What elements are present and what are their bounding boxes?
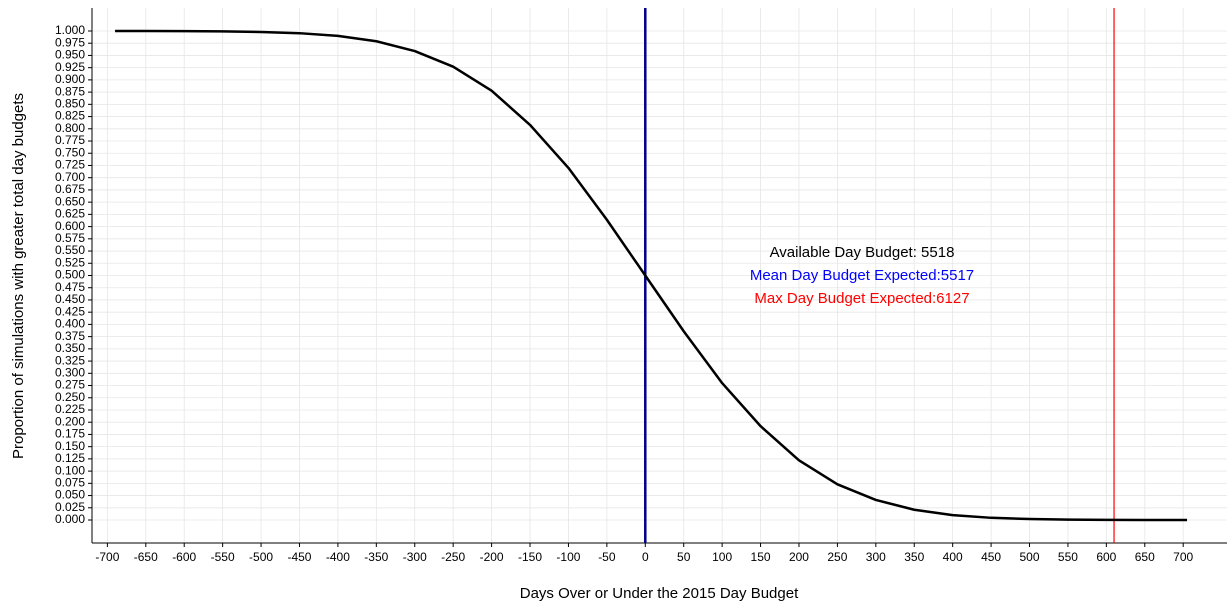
y-tick-label: 0.800	[55, 121, 85, 135]
x-tick-label: -100	[556, 550, 580, 564]
y-axis-title: Proportion of simulations with greater t…	[10, 93, 27, 459]
x-tick-label: -500	[249, 550, 273, 564]
y-tick-label: 0.325	[55, 353, 85, 367]
y-tick-label: 0.975	[55, 35, 85, 49]
x-tick-label: -50	[598, 550, 616, 564]
y-tick-label: 0.050	[55, 488, 85, 502]
y-tick-label: 0.575	[55, 231, 85, 245]
x-tick-label: 700	[1173, 550, 1193, 564]
x-tick-label: 50	[677, 550, 691, 564]
x-tick-label: 250	[827, 550, 847, 564]
x-tick-label: -150	[518, 550, 542, 564]
x-tick-label: -300	[403, 550, 427, 564]
x-tick-label: 200	[789, 550, 809, 564]
y-tick-label: 0.900	[55, 72, 85, 86]
y-tick-label: 0.650	[55, 194, 85, 208]
y-tick-label: 1.000	[55, 23, 85, 37]
y-tick-label: 0.875	[55, 84, 85, 98]
y-tick-label: 0.400	[55, 317, 85, 331]
y-tick-label: 0.100	[55, 463, 85, 477]
x-tick-label: 650	[1135, 550, 1155, 564]
y-tick-label: 0.175	[55, 427, 85, 441]
y-tick-label: 0.250	[55, 390, 85, 404]
y-tick-label: 0.950	[55, 48, 85, 62]
y-tick-label: 0.825	[55, 109, 85, 123]
x-tick-label: 150	[751, 550, 771, 564]
x-tick-label: 300	[866, 550, 886, 564]
x-tick-label: 600	[1096, 550, 1116, 564]
annotation: Available Day Budget: 5518	[770, 244, 955, 261]
y-tick-label: 0.775	[55, 133, 85, 147]
x-tick-label: 0	[642, 550, 649, 564]
x-tick-label: 500	[1019, 550, 1039, 564]
y-tick-label: 0.275	[55, 378, 85, 392]
y-tick-label: 0.725	[55, 158, 85, 172]
y-tick-label: 0.475	[55, 280, 85, 294]
y-tick-label: 0.500	[55, 268, 85, 282]
x-tick-label: -350	[364, 550, 388, 564]
annotation: Mean Day Budget Expected:5517	[750, 267, 974, 284]
line-series	[115, 29, 1188, 522]
x-tick-label: -200	[480, 550, 504, 564]
x-tick-label: -650	[134, 550, 158, 564]
y-tick-label: 0.675	[55, 182, 85, 196]
x-tick-label: -450	[287, 550, 311, 564]
y-tick-label: 0.300	[55, 365, 85, 379]
annotation: Max Day Budget Expected:6127	[754, 290, 969, 307]
x-tick-label: 400	[943, 550, 963, 564]
y-tick-label: 0.200	[55, 414, 85, 428]
x-tick-label: 350	[904, 550, 924, 564]
x-tick-label: 100	[712, 550, 732, 564]
y-tick-label: 0.425	[55, 304, 85, 318]
y-tick-label: 0.700	[55, 170, 85, 184]
y-tick-label: 0.125	[55, 451, 85, 465]
y-tick-label: 0.600	[55, 219, 85, 233]
y-tick-label: 0.075	[55, 476, 85, 490]
x-tick-label: -250	[441, 550, 465, 564]
x-axis-title: Days Over or Under the 2015 Day Budget	[520, 585, 799, 602]
x-tick-label: -600	[172, 550, 196, 564]
y-tick-label: 0.450	[55, 292, 85, 306]
y-tick-label: 0.350	[55, 341, 85, 355]
y-tick-label: 0.750	[55, 145, 85, 159]
y-tick-label: 0.150	[55, 439, 85, 453]
y-tick-label: 0.925	[55, 60, 85, 74]
y-tick-label: 0.225	[55, 402, 85, 416]
y-tick-label: 0.850	[55, 97, 85, 111]
x-tick-label: -700	[95, 550, 119, 564]
x-tick-label: -400	[326, 550, 350, 564]
y-tick-label: 0.000	[55, 512, 85, 526]
y-tick-label: 0.525	[55, 255, 85, 269]
y-tick-label: 0.375	[55, 329, 85, 343]
y-tick-label: 0.025	[55, 500, 85, 514]
x-tick-label: -550	[211, 550, 235, 564]
x-tick-label: 550	[1058, 550, 1078, 564]
x-tick-label: 450	[981, 550, 1001, 564]
y-tick-label: 0.625	[55, 207, 85, 221]
y-tick-label: 0.550	[55, 243, 85, 257]
